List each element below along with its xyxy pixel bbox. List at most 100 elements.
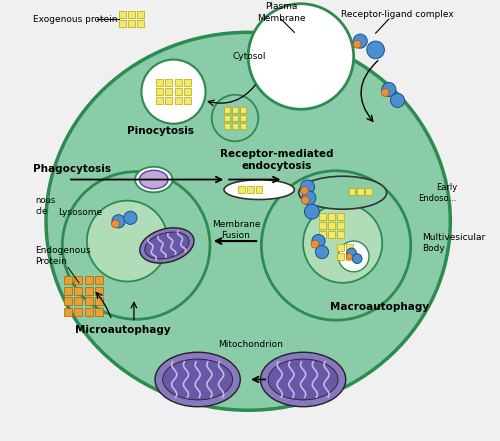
Circle shape [300, 180, 314, 194]
Bar [328, 213, 335, 220]
Circle shape [303, 204, 382, 283]
Circle shape [382, 89, 389, 97]
Circle shape [62, 172, 210, 319]
Bar [128, 20, 135, 27]
Circle shape [352, 254, 362, 263]
Text: Membrane
Fusion: Membrane Fusion [212, 220, 260, 240]
Bar [138, 11, 144, 18]
Bar [174, 88, 182, 95]
Bar [166, 97, 172, 105]
Bar [96, 287, 103, 295]
Bar [156, 88, 163, 95]
Text: Macroautophagy: Macroautophagy [330, 302, 430, 312]
Bar [238, 187, 245, 193]
Bar [256, 187, 262, 193]
Bar [240, 123, 246, 129]
Bar [224, 115, 230, 121]
Circle shape [353, 34, 368, 48]
Ellipse shape [144, 232, 189, 259]
Circle shape [112, 220, 120, 228]
Text: Phagocytosis: Phagocytosis [33, 164, 111, 174]
Text: Receptor-mediated
endocytosis: Receptor-mediated endocytosis [220, 149, 334, 171]
Bar [240, 115, 246, 121]
Bar [96, 297, 103, 305]
Circle shape [302, 196, 310, 204]
Bar [84, 297, 92, 305]
Bar [357, 188, 364, 194]
Circle shape [124, 211, 137, 224]
Ellipse shape [224, 180, 294, 199]
Ellipse shape [268, 359, 338, 400]
Circle shape [87, 201, 168, 281]
Text: Exogenous protein: Exogenous protein [33, 15, 117, 24]
Bar [338, 232, 344, 239]
Circle shape [316, 246, 328, 258]
Bar [338, 222, 344, 229]
Circle shape [300, 187, 308, 194]
Bar [366, 188, 372, 194]
Ellipse shape [260, 352, 346, 407]
Circle shape [302, 191, 316, 205]
Ellipse shape [298, 176, 386, 209]
Bar [319, 232, 326, 239]
Bar [96, 276, 103, 284]
Circle shape [346, 248, 356, 258]
Bar [166, 88, 172, 95]
Bar [328, 232, 335, 239]
Bar [338, 213, 344, 220]
Ellipse shape [140, 228, 194, 263]
Bar [336, 244, 344, 251]
Text: Mitochondrion: Mitochondrion [218, 340, 283, 349]
Bar [232, 123, 238, 129]
Bar [232, 107, 238, 113]
Bar [184, 88, 191, 95]
Bar [96, 308, 103, 316]
Text: Multivesicular
Body: Multivesicular Body [422, 233, 485, 253]
Text: Early
Endoso...: Early Endoso... [418, 183, 457, 203]
Circle shape [312, 235, 325, 248]
Bar [128, 11, 135, 18]
Bar [119, 11, 126, 18]
Bar [64, 276, 72, 284]
Bar [74, 308, 82, 316]
Text: Receptor-ligand complex: Receptor-ligand complex [341, 10, 454, 19]
Ellipse shape [140, 170, 168, 189]
Bar [74, 287, 82, 295]
Ellipse shape [155, 352, 240, 407]
Text: Endogenous
Protein: Endogenous Protein [35, 247, 90, 266]
Bar [156, 97, 163, 105]
Bar [64, 308, 72, 316]
Text: Plasma
Membrane: Plasma Membrane [257, 3, 306, 22]
Bar [224, 123, 230, 129]
Bar [64, 287, 72, 295]
Circle shape [346, 254, 352, 259]
Bar [328, 222, 335, 229]
Text: Cytosol: Cytosol [233, 52, 266, 61]
Bar [184, 79, 191, 86]
Bar [247, 187, 254, 193]
Bar [174, 79, 182, 86]
Circle shape [248, 4, 354, 109]
Circle shape [367, 41, 384, 59]
Circle shape [353, 40, 361, 48]
Bar [174, 97, 182, 105]
Bar [166, 79, 172, 86]
Bar [84, 276, 92, 284]
Circle shape [382, 82, 396, 97]
Bar [156, 79, 163, 86]
Circle shape [112, 215, 125, 228]
Bar [74, 276, 82, 284]
Bar [119, 20, 126, 27]
Text: Microautophagy: Microautophagy [75, 325, 171, 335]
Bar [240, 107, 246, 113]
Bar [346, 244, 353, 251]
Bar [84, 287, 92, 295]
Bar [348, 188, 355, 194]
Text: Pinocytosis: Pinocytosis [127, 126, 194, 136]
Bar [319, 213, 326, 220]
Text: Lysosome: Lysosome [58, 208, 102, 217]
Bar [64, 297, 72, 305]
Circle shape [338, 241, 369, 272]
Bar [84, 308, 92, 316]
Circle shape [142, 60, 206, 124]
